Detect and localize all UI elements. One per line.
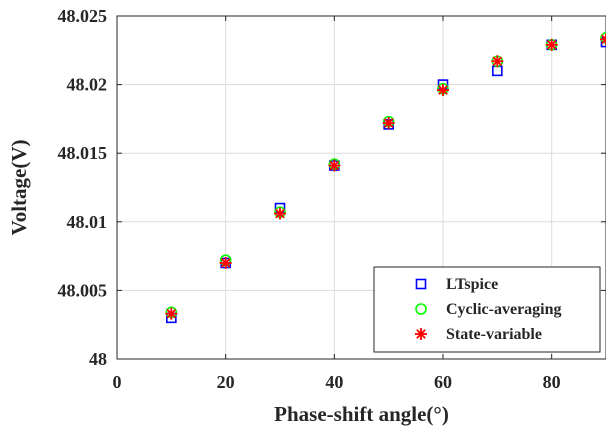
x-tick-label: 40 xyxy=(325,372,343,392)
x-tick-label: 80 xyxy=(543,372,561,392)
y-tick-label: 48.005 xyxy=(58,280,108,300)
legend-label: LTspice xyxy=(446,276,498,293)
y-tick-label: 48.02 xyxy=(67,75,108,95)
data-point xyxy=(274,207,286,220)
data-point xyxy=(219,256,232,269)
series-state-variable xyxy=(165,33,606,320)
legend-item: LTspice xyxy=(415,276,498,293)
data-point xyxy=(437,84,449,97)
legend-label: State-variable xyxy=(446,326,542,343)
legend-marker xyxy=(415,303,427,315)
x-axis-label: Phase-shift angle(°) xyxy=(274,402,449,426)
plot-area xyxy=(116,15,606,360)
data-point xyxy=(491,55,504,68)
axis-ticks: 0 20 40 60 80 48 48.005 48.01 48.015 48.02 48.025 xyxy=(58,6,606,392)
x-tick-label: 20 xyxy=(217,372,235,392)
data-point xyxy=(600,32,606,44)
grid-lines xyxy=(117,16,606,359)
data-point xyxy=(492,65,503,77)
x-tick-label: 0 xyxy=(113,372,122,392)
legend: LTspice Cyclic-averaging State-variable xyxy=(373,266,601,353)
data-point xyxy=(382,117,395,130)
legend-label: Cyclic-averaging xyxy=(446,301,562,318)
y-tick-label: 48.01 xyxy=(67,212,108,232)
y-tick-label: 48.025 xyxy=(58,6,108,26)
legend-item: Cyclic-averaging xyxy=(415,301,562,318)
y-tick-label: 48.015 xyxy=(58,143,108,163)
legend-item: State-variable xyxy=(415,326,542,343)
data-point xyxy=(165,307,178,320)
legend-marker xyxy=(415,328,427,340)
x-tick-label: 60 xyxy=(434,372,452,392)
legend-marker xyxy=(415,278,427,290)
y-axis-label: Voltage(V) xyxy=(7,139,31,235)
data-series xyxy=(165,32,606,324)
data-point xyxy=(600,36,606,48)
legend-box xyxy=(373,266,601,353)
data-point xyxy=(545,38,558,51)
data-point xyxy=(600,33,606,46)
y-tick-label: 48 xyxy=(89,349,107,369)
data-point xyxy=(328,159,341,172)
